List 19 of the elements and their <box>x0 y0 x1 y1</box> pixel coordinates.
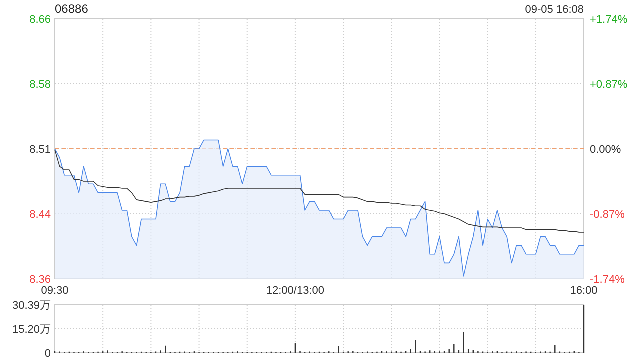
y2-tick-label: -1.74% <box>590 274 626 286</box>
y2-tick-label: 0.00% <box>590 144 622 156</box>
x-tick-label: 12:00/13:00 <box>266 285 325 297</box>
y-tick-label: 8.44 <box>30 209 51 221</box>
chart-subtitle: 09-05 16:08 <box>525 4 584 16</box>
chart-title: 06886 <box>55 2 89 16</box>
y2-tick-label: -0.87% <box>590 209 626 221</box>
y2-tick-label: +1.74% <box>590 14 628 26</box>
y-tick-label: 8.66 <box>30 14 51 26</box>
y-tick-label: 15.20万 <box>12 324 51 336</box>
y-tick-label: 8.36 <box>30 274 51 286</box>
line-series <box>54 149 584 233</box>
y-tick-label: 8.58 <box>30 79 51 91</box>
y-tick-label: 30.39万 <box>12 300 51 312</box>
y-tick-label: 0 <box>44 348 51 360</box>
x-tick-label: 16:00 <box>570 285 598 297</box>
x-tick-label: 09:30 <box>41 285 69 297</box>
y-tick-label: 8.51 <box>30 144 51 156</box>
y2-tick-label: +0.87% <box>590 79 628 91</box>
